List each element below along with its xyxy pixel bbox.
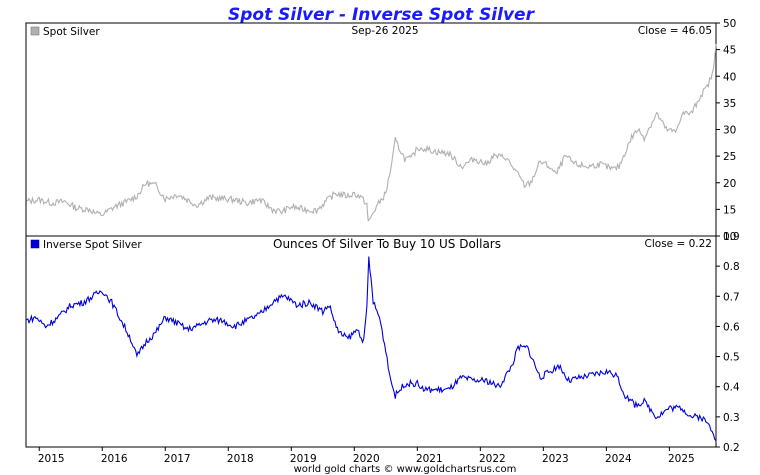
bottom-legend-swatch [30,239,40,249]
y-tick-label-1-0: 0.2 [723,442,740,454]
y-tick-label-0-1: 15 [723,204,736,216]
top-legend-swatch [30,26,40,36]
y-tick-label-0-5: 35 [723,98,736,110]
bottom-subtitle: Ounces Of Silver To Buy 10 US Dollars [273,237,501,251]
y-tick-label-0-3: 25 [723,151,736,163]
y-tick-label-1-3: 0.5 [723,352,740,364]
x-tick-label-9: 2024 [605,453,632,465]
x-tick-label-6: 2021 [416,453,443,465]
y-tick-label-0-0: 10 [723,231,736,243]
x-tick-label-4: 2019 [290,453,317,465]
y-tick-label-0-8: 50 [723,18,736,30]
chart-marks: 1015202530354045500.20.30.40.50.60.70.80… [26,18,740,465]
chart-footer: world gold charts © www.goldchartsrus.co… [294,464,517,475]
y-tick-label-1-6: 0.8 [723,261,740,273]
chart-title: Spot Silver - Inverse Spot Silver [228,5,536,25]
series-line-0 [26,43,717,223]
y-tick-label-1-2: 0.4 [723,382,740,394]
x-tick-label-0: 2015 [38,453,65,465]
x-tick-label-8: 2023 [542,453,569,465]
bottom-close-label: Close = 0.22 [645,238,712,250]
series-line-1 [26,256,717,442]
bottom-panel-frame [25,235,717,448]
top-date-label: Sep-26 2025 [352,25,419,37]
top-legend-label: Spot Silver [43,26,100,38]
x-tick-label-2: 2017 [164,453,191,465]
y-tick-label-0-7: 45 [723,45,736,57]
x-tick-label-5: 2020 [353,453,380,465]
y-tick-label-0-4: 30 [723,125,736,137]
y-tick-label-1-7: 0.9 [723,231,740,243]
top-panel-frame [25,22,717,237]
x-tick-label-3: 2018 [227,453,254,465]
y-tick-label-0-2: 20 [723,178,736,190]
y-tick-label-1-5: 0.7 [723,291,740,303]
y-tick-label-1-4: 0.6 [723,321,740,333]
top-close-label: Close = 46.05 [638,25,712,37]
x-tick-label-1: 2016 [101,453,128,465]
y-tick-label-0-6: 40 [723,71,736,83]
bottom-legend-label: Inverse Spot Silver [43,239,142,251]
x-tick-label-7: 2022 [479,453,506,465]
x-tick-label-10: 2025 [668,453,695,465]
y-tick-label-1-1: 0.3 [723,412,740,424]
